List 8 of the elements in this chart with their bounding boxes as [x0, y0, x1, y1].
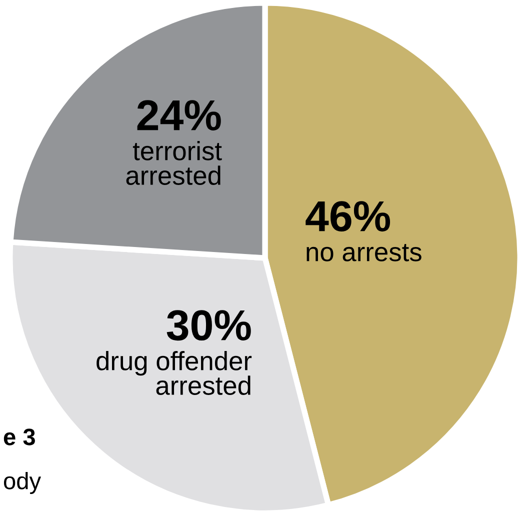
data-label: 24% — [137, 100, 221, 130]
data-label: 46% — [306, 201, 390, 232]
slice-label: no arrests — [306, 244, 422, 262]
slice-label: terrorist arrested — [126, 141, 222, 185]
text: e 3 — [4, 428, 35, 446]
slice-label: drug offender arrested — [96, 351, 252, 395]
text: ody — [4, 472, 42, 494]
data-label: 30% — [166, 310, 251, 341]
